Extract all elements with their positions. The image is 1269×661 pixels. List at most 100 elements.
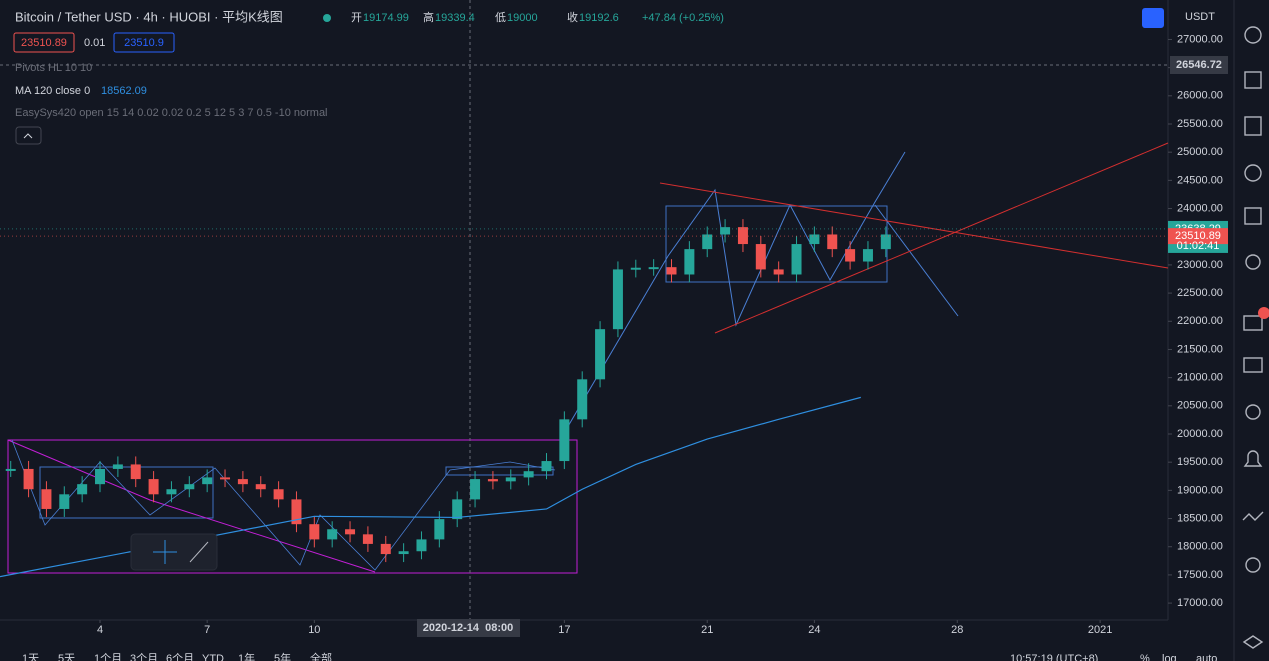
x-tick-label: 4 xyxy=(97,624,103,636)
y-tick-label: 20000.00 xyxy=(1177,428,1223,440)
candle xyxy=(327,529,338,540)
y-tick-label: 19000.00 xyxy=(1177,484,1223,496)
candle xyxy=(827,234,838,250)
ohlc-value: 19339.4 xyxy=(435,12,475,24)
x-tick-label: 21 xyxy=(701,624,713,636)
candle xyxy=(684,249,695,275)
range-button[interactable]: 1天 xyxy=(22,653,39,661)
scale-button[interactable]: auto xyxy=(1196,653,1217,661)
x-tick-label: 2021 xyxy=(1088,624,1112,636)
indicator: MA 120 close 0 xyxy=(15,85,90,97)
crosshair-price-bg xyxy=(1170,56,1228,75)
chevron xyxy=(23,133,33,139)
ohlc-name: 低 xyxy=(495,11,506,24)
candle xyxy=(737,227,748,245)
range-button[interactable]: 6个月 xyxy=(166,652,194,661)
candle xyxy=(577,379,588,420)
line-tool[interactable] xyxy=(189,541,209,563)
y-tick-label: 23000.00 xyxy=(1177,259,1223,271)
crosshair-date-bg xyxy=(417,619,520,637)
candle xyxy=(434,519,445,540)
candle xyxy=(345,529,356,535)
candle xyxy=(380,543,391,555)
badge: 23510.89 xyxy=(21,37,67,49)
candle xyxy=(77,484,88,495)
range-button[interactable]: 5年 xyxy=(274,651,291,661)
scale-button[interactable]: % xyxy=(1140,653,1150,661)
candle xyxy=(452,499,463,520)
y-tick-label: 18000.00 xyxy=(1177,541,1223,553)
y-tick-label: 17500.00 xyxy=(1177,569,1223,581)
clock: 10:57:19 (UTC+8) xyxy=(1010,653,1098,661)
ohlc-value: 19192.6 xyxy=(579,12,619,24)
ohlc-value: 19000 xyxy=(507,12,538,24)
y-tick-label: 24000.00 xyxy=(1177,202,1223,214)
candle xyxy=(720,227,731,235)
candle xyxy=(559,419,570,462)
candle xyxy=(541,461,552,472)
bottom-toolbar: 1天 5天 1个月 3个月 6个月 YTD 1年 5年 全部 10:57:19 (UTC+8)% l… xyxy=(22,651,1217,661)
range-button[interactable]: 3个月 xyxy=(130,652,158,661)
candle xyxy=(523,471,534,478)
trendline xyxy=(7,439,376,573)
ohlc-name: 收 xyxy=(567,10,578,24)
y-tick-label: 21500.00 xyxy=(1177,343,1223,355)
indicator: EasySys420 open 15 14 0.02 0.02 0.2 5 12… xyxy=(15,107,328,119)
countdown: 01:02:41 xyxy=(1177,240,1220,252)
change: +47.84 (+0.25%) xyxy=(642,12,724,24)
marks xyxy=(0,219,891,578)
range-button[interactable]: 1个月 xyxy=(94,652,122,661)
candle xyxy=(184,484,195,490)
candle xyxy=(309,524,320,540)
candle xyxy=(416,539,427,552)
candle xyxy=(845,249,856,262)
y-tick-label: 19500.00 xyxy=(1177,456,1223,468)
x-tick-label: 17 xyxy=(558,624,570,636)
y-tick-label: 24500.00 xyxy=(1177,174,1223,186)
range-button[interactable]: 5天 xyxy=(58,653,75,661)
crosshair-date: 2020-12-14 08:00 xyxy=(423,622,514,634)
y-tick-label: 22500.00 xyxy=(1177,287,1223,299)
x-tick-label: 24 xyxy=(808,624,820,636)
candle xyxy=(666,267,677,275)
ma-value: 18562.09 xyxy=(101,85,147,97)
y-tick-label: 22000.00 xyxy=(1177,315,1223,327)
badge: 23510.9 xyxy=(124,37,164,49)
candle xyxy=(398,551,409,555)
box-drawing xyxy=(39,466,214,519)
range-button[interactable]: YTD xyxy=(202,653,224,661)
y-tick-label: 26000.00 xyxy=(1177,90,1223,102)
candle xyxy=(59,494,70,509)
currency: USDT xyxy=(1185,11,1215,23)
candle xyxy=(5,468,16,471)
candle xyxy=(595,329,606,380)
candle xyxy=(773,269,784,275)
candle xyxy=(630,267,641,270)
candle xyxy=(612,269,623,330)
candle xyxy=(755,244,766,270)
ohlc-value: 19174.99 xyxy=(363,12,409,24)
range-button[interactable]: 全部 xyxy=(310,651,332,661)
settings-button[interactable] xyxy=(1142,8,1164,28)
candle xyxy=(41,489,52,509)
collapse-button[interactable] xyxy=(15,126,42,145)
arrow xyxy=(874,204,959,317)
candle xyxy=(648,267,659,270)
badge: 0.01 xyxy=(84,37,105,49)
candle xyxy=(362,534,373,544)
y-tick-label: 20500.00 xyxy=(1177,400,1223,412)
candle xyxy=(273,489,284,500)
candle xyxy=(702,234,713,250)
candle xyxy=(809,234,820,245)
range-button[interactable]: 1年 xyxy=(238,651,255,661)
y-tick-label: 18500.00 xyxy=(1177,512,1223,524)
scale-button[interactable]: log xyxy=(1162,653,1177,661)
candle xyxy=(220,477,231,480)
candle xyxy=(470,479,481,500)
price-label-bg xyxy=(1168,228,1228,245)
badge-box xyxy=(13,32,75,53)
y-tick-label: 25000.00 xyxy=(1177,146,1223,158)
indicator: Pivots HL 10 10 xyxy=(15,62,92,74)
